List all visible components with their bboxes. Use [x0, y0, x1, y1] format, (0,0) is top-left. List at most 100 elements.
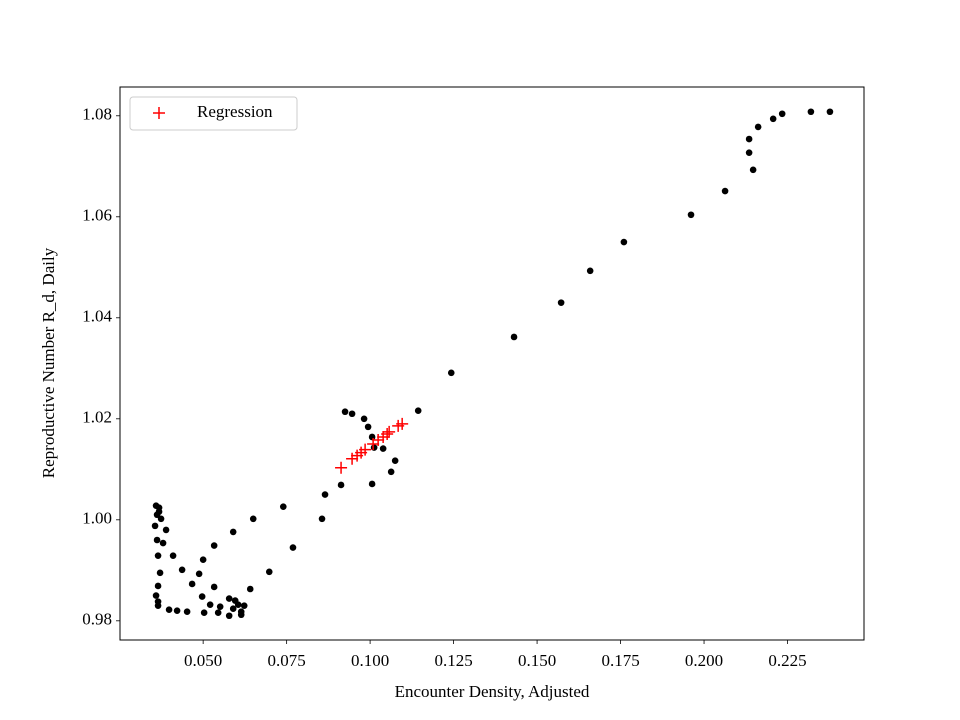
data-point [379, 445, 387, 452]
plus-marker [383, 425, 396, 438]
data-point [414, 407, 422, 415]
data-point [318, 515, 326, 523]
y-tick-label: 1.06 [82, 206, 112, 225]
x-axis-label: Encounter Density, Adjusted [395, 682, 590, 701]
data-point [341, 408, 349, 416]
data-point [447, 369, 455, 377]
data-point [169, 552, 177, 559]
data-point [216, 603, 224, 610]
data-point [199, 556, 207, 564]
data-point [198, 593, 206, 600]
data-point [337, 481, 345, 489]
data-point [173, 607, 181, 615]
data-point [210, 583, 218, 591]
y-tick-label: 1.00 [82, 509, 112, 528]
data-point [249, 515, 257, 523]
x-tick-label: 0.175 [601, 651, 639, 670]
data-point [289, 544, 297, 551]
x-tick-label: 0.150 [518, 651, 556, 670]
data-point [162, 526, 170, 534]
regression-point [383, 425, 396, 438]
y-tick-label: 1.04 [82, 307, 112, 326]
data-point [156, 569, 164, 577]
data-point [229, 528, 237, 536]
x-tick-label: 0.125 [434, 651, 472, 670]
data-point [745, 135, 753, 143]
data-point [510, 333, 518, 341]
regression-point [346, 452, 359, 465]
data-point [210, 542, 218, 549]
data-point [225, 612, 233, 620]
plus-marker [335, 461, 348, 474]
regression-point [359, 443, 372, 456]
x-tick-label: 0.225 [768, 651, 806, 670]
data-point [159, 539, 167, 547]
regression-point [335, 461, 348, 474]
legend-label: Regression [197, 102, 273, 121]
legend-box [129, 96, 298, 131]
data-point [225, 595, 233, 602]
plus-marker [381, 427, 394, 440]
data-point [153, 536, 161, 544]
data-point [721, 187, 729, 195]
y-axis-label: Reproductive Number R_d, Daily [39, 247, 58, 478]
data-point [206, 601, 214, 608]
y-tick-label: 1.02 [82, 408, 112, 427]
data-point [778, 110, 786, 118]
data-point [370, 444, 378, 451]
data-point [178, 566, 186, 574]
data-point [769, 115, 777, 123]
data-point [200, 609, 208, 617]
data-point [360, 415, 368, 423]
y-tick-label: 1.08 [82, 105, 112, 124]
data-point [265, 568, 273, 576]
data-point [364, 423, 372, 431]
data-point [749, 166, 757, 174]
data-point [151, 522, 159, 530]
data-point [557, 299, 565, 306]
data-point [165, 606, 173, 613]
data-point [745, 149, 753, 156]
data-point [155, 504, 163, 511]
data-point [153, 511, 161, 519]
data-point [183, 608, 191, 616]
data-point [348, 410, 356, 418]
regression-point [372, 434, 385, 447]
data-point [687, 211, 695, 219]
data-point [586, 267, 594, 275]
data-point [321, 491, 329, 498]
x-tick-label: 0.200 [685, 651, 723, 670]
plot-frame [119, 86, 865, 641]
data-point [234, 601, 242, 608]
data-point [214, 609, 222, 617]
data-point [237, 611, 245, 619]
data-point [188, 580, 196, 588]
data-point [620, 238, 628, 246]
plus-marker [359, 443, 372, 456]
data-point [229, 605, 237, 612]
regression-point [396, 417, 409, 430]
y-tick-label: 0.98 [82, 610, 112, 629]
x-tick-label: 0.100 [351, 651, 389, 670]
x-tick-label: 0.050 [184, 651, 222, 670]
data-point [807, 108, 815, 116]
data-point [368, 480, 376, 488]
plus-marker [396, 417, 409, 430]
legend-marker [153, 107, 165, 119]
data-point [826, 108, 834, 116]
data-point [195, 570, 203, 578]
data-point [391, 457, 399, 465]
data-point [157, 515, 165, 523]
data-point [154, 552, 162, 559]
data-point [246, 585, 254, 593]
plus-marker [372, 434, 385, 447]
data-point [154, 598, 162, 605]
x-tick-label: 0.075 [268, 651, 306, 670]
data-point [240, 602, 248, 609]
data-point [754, 123, 762, 131]
data-point [387, 468, 395, 476]
data-point [152, 592, 160, 599]
regression-point [381, 427, 394, 440]
